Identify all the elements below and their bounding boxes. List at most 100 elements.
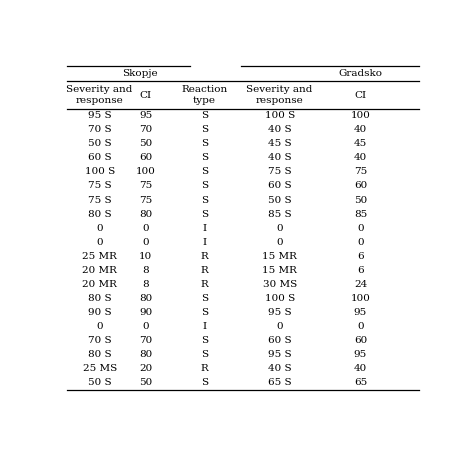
Text: 25 MR: 25 MR <box>82 252 117 261</box>
Text: 40 S: 40 S <box>268 154 292 163</box>
Text: Severity and
response: Severity and response <box>66 85 133 105</box>
Text: 65 S: 65 S <box>268 378 292 387</box>
Text: S: S <box>201 125 208 134</box>
Text: 75: 75 <box>139 196 152 205</box>
Text: 20 MR: 20 MR <box>82 280 117 289</box>
Text: 95 S: 95 S <box>268 350 292 359</box>
Text: 15 MR: 15 MR <box>262 252 297 261</box>
Text: 100: 100 <box>351 294 370 303</box>
Text: 45 S: 45 S <box>268 139 292 148</box>
Text: 0: 0 <box>276 322 283 331</box>
Text: 70 S: 70 S <box>88 336 111 345</box>
Text: 20 MR: 20 MR <box>82 266 117 275</box>
Text: 95 S: 95 S <box>268 308 292 317</box>
Text: 80: 80 <box>139 294 152 303</box>
Text: 60 S: 60 S <box>88 154 111 163</box>
Text: 20: 20 <box>139 364 152 373</box>
Text: 75: 75 <box>354 167 367 176</box>
Text: 75 S: 75 S <box>88 182 111 191</box>
Text: 95 S: 95 S <box>88 111 111 120</box>
Text: 6: 6 <box>357 266 364 275</box>
Text: 50 S: 50 S <box>88 378 111 387</box>
Text: Severity and
response: Severity and response <box>246 85 313 105</box>
Text: R: R <box>201 252 208 261</box>
Text: 0: 0 <box>357 322 364 331</box>
Text: 0: 0 <box>142 237 149 246</box>
Text: 8: 8 <box>142 280 149 289</box>
Text: 50 S: 50 S <box>268 196 292 205</box>
Text: 0: 0 <box>142 224 149 233</box>
Text: I: I <box>202 224 206 233</box>
Text: I: I <box>202 237 206 246</box>
Text: 0: 0 <box>357 237 364 246</box>
Text: 40 S: 40 S <box>268 364 292 373</box>
Text: 60 S: 60 S <box>268 182 292 191</box>
Text: 100: 100 <box>351 111 370 120</box>
Text: 80 S: 80 S <box>88 350 111 359</box>
Text: 80 S: 80 S <box>88 294 111 303</box>
Text: Reaction
type: Reaction type <box>181 85 228 105</box>
Text: R: R <box>201 280 208 289</box>
Text: 95: 95 <box>354 350 367 359</box>
Text: 60: 60 <box>354 336 367 345</box>
Text: 95: 95 <box>354 308 367 317</box>
Text: S: S <box>201 196 208 205</box>
Text: 75 S: 75 S <box>268 167 292 176</box>
Text: 80: 80 <box>139 350 152 359</box>
Text: 15 MR: 15 MR <box>262 266 297 275</box>
Text: S: S <box>201 350 208 359</box>
Text: 70 S: 70 S <box>88 125 111 134</box>
Text: 50 S: 50 S <box>88 139 111 148</box>
Text: S: S <box>201 154 208 163</box>
Text: 50: 50 <box>139 378 152 387</box>
Text: 60 S: 60 S <box>268 336 292 345</box>
Text: 70: 70 <box>139 125 152 134</box>
Text: CI: CI <box>355 91 366 100</box>
Text: I: I <box>202 322 206 331</box>
Text: S: S <box>201 167 208 176</box>
Text: 80: 80 <box>139 210 152 219</box>
Text: 40: 40 <box>354 364 367 373</box>
Text: S: S <box>201 210 208 219</box>
Text: 40: 40 <box>354 125 367 134</box>
Text: 8: 8 <box>142 266 149 275</box>
Text: 85 S: 85 S <box>268 210 292 219</box>
Text: S: S <box>201 182 208 191</box>
Text: S: S <box>201 336 208 345</box>
Text: 45: 45 <box>354 139 367 148</box>
Text: 60: 60 <box>354 182 367 191</box>
Text: R: R <box>201 364 208 373</box>
Text: 100: 100 <box>136 167 155 176</box>
Text: Gradsko: Gradsko <box>338 69 383 78</box>
Text: 100 S: 100 S <box>264 294 295 303</box>
Text: 0: 0 <box>142 322 149 331</box>
Text: 0: 0 <box>96 322 103 331</box>
Text: 24: 24 <box>354 280 367 289</box>
Text: 6: 6 <box>357 252 364 261</box>
Text: 80 S: 80 S <box>88 210 111 219</box>
Text: 95: 95 <box>139 111 152 120</box>
Text: 40 S: 40 S <box>268 125 292 134</box>
Text: 90: 90 <box>139 308 152 317</box>
Text: CI: CI <box>139 91 152 100</box>
Text: 0: 0 <box>357 224 364 233</box>
Text: 0: 0 <box>276 237 283 246</box>
Text: 40: 40 <box>354 154 367 163</box>
Text: Skopje: Skopje <box>122 69 158 78</box>
Text: 60: 60 <box>139 154 152 163</box>
Text: 25 MS: 25 MS <box>82 364 117 373</box>
Text: 70: 70 <box>139 336 152 345</box>
Text: 10: 10 <box>139 252 152 261</box>
Text: S: S <box>201 111 208 120</box>
Text: S: S <box>201 294 208 303</box>
Text: S: S <box>201 308 208 317</box>
Text: 75: 75 <box>139 182 152 191</box>
Text: 0: 0 <box>96 237 103 246</box>
Text: 30 MS: 30 MS <box>263 280 297 289</box>
Text: 85: 85 <box>354 210 367 219</box>
Text: R: R <box>201 266 208 275</box>
Text: 0: 0 <box>276 224 283 233</box>
Text: S: S <box>201 378 208 387</box>
Text: 50: 50 <box>139 139 152 148</box>
Text: 50: 50 <box>354 196 367 205</box>
